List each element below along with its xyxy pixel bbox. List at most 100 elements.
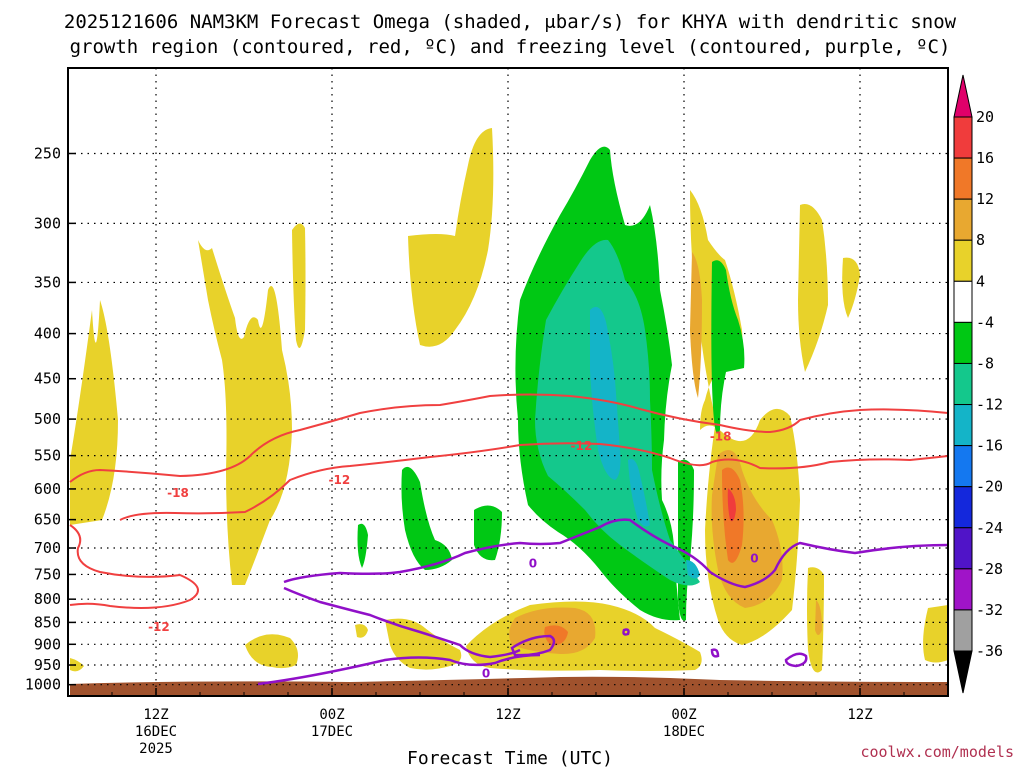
x-tick-date: 18DEC <box>663 724 705 740</box>
freezing-level-small <box>784 652 808 668</box>
omega-region-yellow <box>408 128 494 347</box>
omega-region-yellow <box>70 300 118 525</box>
x-tick-label: 12Z <box>847 707 872 723</box>
colorbar-label: 16 <box>976 149 994 167</box>
omega-region-orange-light <box>815 600 822 635</box>
omega-region-yellow <box>923 605 948 663</box>
y-tick-label: 250 <box>34 144 61 162</box>
x-tick-label: 12Z <box>495 707 520 723</box>
gridlines <box>68 68 948 696</box>
y-tick-label: 850 <box>34 613 61 631</box>
omega-region-cyan <box>590 306 621 480</box>
omega-region-yellow <box>385 618 462 670</box>
colorbar-label: 12 <box>976 190 994 208</box>
colorbar-label: -4 <box>976 313 994 331</box>
colorbar: 20 16 12 8 4 -4 -8 -12 -16 -20 -24 -28 -32 -36 <box>953 74 1003 694</box>
colorbar-label: -16 <box>976 437 1003 455</box>
y-tick-label: 400 <box>34 325 61 343</box>
x-axis-label: Forecast Time (UTC) <box>407 748 613 768</box>
colorbar-swatch <box>953 198 973 241</box>
colorbar-arrow-top <box>953 74 973 118</box>
y-tick-label: 450 <box>34 370 61 388</box>
terrain-fill <box>70 676 948 696</box>
x-tick-date: 16DEC <box>135 724 177 740</box>
contour-label: -18 <box>167 486 189 500</box>
omega-region-yellow <box>198 240 292 585</box>
y-tick-label: 300 <box>34 214 61 232</box>
colorbar-label: 8 <box>976 231 985 249</box>
contour-label: 0 <box>750 552 758 566</box>
contour-label: -12 <box>328 473 350 487</box>
colorbar-swatch <box>953 609 973 652</box>
y-tick-label: 800 <box>34 590 61 608</box>
omega-region-green <box>711 260 745 434</box>
colorbar-swatch <box>953 404 973 447</box>
colorbar-swatch <box>953 157 973 200</box>
omega-region-teal <box>535 239 700 586</box>
x-tick-label: 00Z <box>319 707 344 723</box>
omega-region-orange-light <box>690 252 702 398</box>
omega-region-yellow <box>355 624 368 638</box>
dgz-contours <box>69 393 948 609</box>
plot-area: -18 -12 -12 -12 -18 0 0 0 <box>68 68 948 696</box>
colorbar-swatch <box>953 280 973 323</box>
chart-title-line2: growth region (contoured, red, ºC) and f… <box>70 36 951 58</box>
colorbar-label: 4 <box>976 272 985 290</box>
contour-label: 0 <box>482 667 490 681</box>
colorbar-label: -12 <box>976 396 1003 414</box>
credit-link[interactable]: coolwx.com/models <box>860 743 1014 761</box>
omega-region-yellow <box>70 658 84 672</box>
y-tick-label: 350 <box>34 273 61 291</box>
colorbar-arrow-bottom <box>953 650 973 694</box>
x-tick-label: 12Z <box>143 707 168 723</box>
omega-region-yellow <box>798 204 828 372</box>
freezing-level-closed <box>510 634 556 657</box>
y-axis-ticks: 250 300 350 400 450 500 550 600 650 700 750 800 850 9… <box>25 144 76 694</box>
x-tick-date: 17DEC <box>311 724 353 740</box>
colorbar-label: -24 <box>976 519 1003 537</box>
omega-region-yellow <box>245 634 298 669</box>
contour-label: -12 <box>570 439 592 453</box>
colorbar-swatch <box>953 116 973 159</box>
colorbar-swatch <box>953 239 973 282</box>
colorbar-swatch <box>953 445 973 488</box>
colorbar-swatch <box>953 568 973 611</box>
omega-region-orange <box>544 625 568 646</box>
x-tick-label: 00Z <box>671 707 696 723</box>
colorbar-swatch <box>953 321 973 364</box>
omega-shading-cyan <box>590 306 700 579</box>
omega-region-red <box>727 488 736 522</box>
omega-region-cyan <box>686 560 700 579</box>
colorbar-swatch <box>953 527 973 570</box>
y-tick-label: 950 <box>34 656 61 674</box>
omega-region-green <box>678 459 694 621</box>
omega-shading-orange <box>509 252 822 655</box>
omega-region-green <box>401 466 452 570</box>
colorbar-swatch <box>953 486 973 529</box>
y-tick-label: 600 <box>34 480 61 498</box>
colorbar-label: -8 <box>976 354 994 372</box>
freezing-level-small <box>622 628 630 636</box>
contour-label: -18 <box>710 430 732 444</box>
colorbar-swatch <box>953 362 973 406</box>
omega-region-yellow <box>292 223 306 348</box>
y-tick-label: 700 <box>34 539 61 557</box>
freezing-level-small <box>710 648 720 658</box>
chart-title-line1: 2025121606 NAM3KM Forecast Omega (shaded… <box>64 11 957 33</box>
freezing-level-bottom <box>257 653 541 686</box>
colorbar-label: -20 <box>976 478 1003 496</box>
omega-region-green <box>357 523 368 568</box>
dgz-contour-upper <box>69 393 948 483</box>
omega-region-cyan <box>628 459 650 527</box>
y-tick-label: 650 <box>34 511 61 529</box>
contour-labels: -18 -12 -12 -12 -18 0 0 0 <box>148 430 758 681</box>
omega-shading-teal <box>535 239 700 586</box>
freezing-level-contours <box>257 518 948 686</box>
y-tick-label: 550 <box>34 447 61 465</box>
colorbar-label: -32 <box>976 601 1003 619</box>
colorbar-label: 20 <box>976 108 994 126</box>
y-tick-label: 500 <box>34 410 61 428</box>
dgz-contour-lower <box>69 524 199 609</box>
